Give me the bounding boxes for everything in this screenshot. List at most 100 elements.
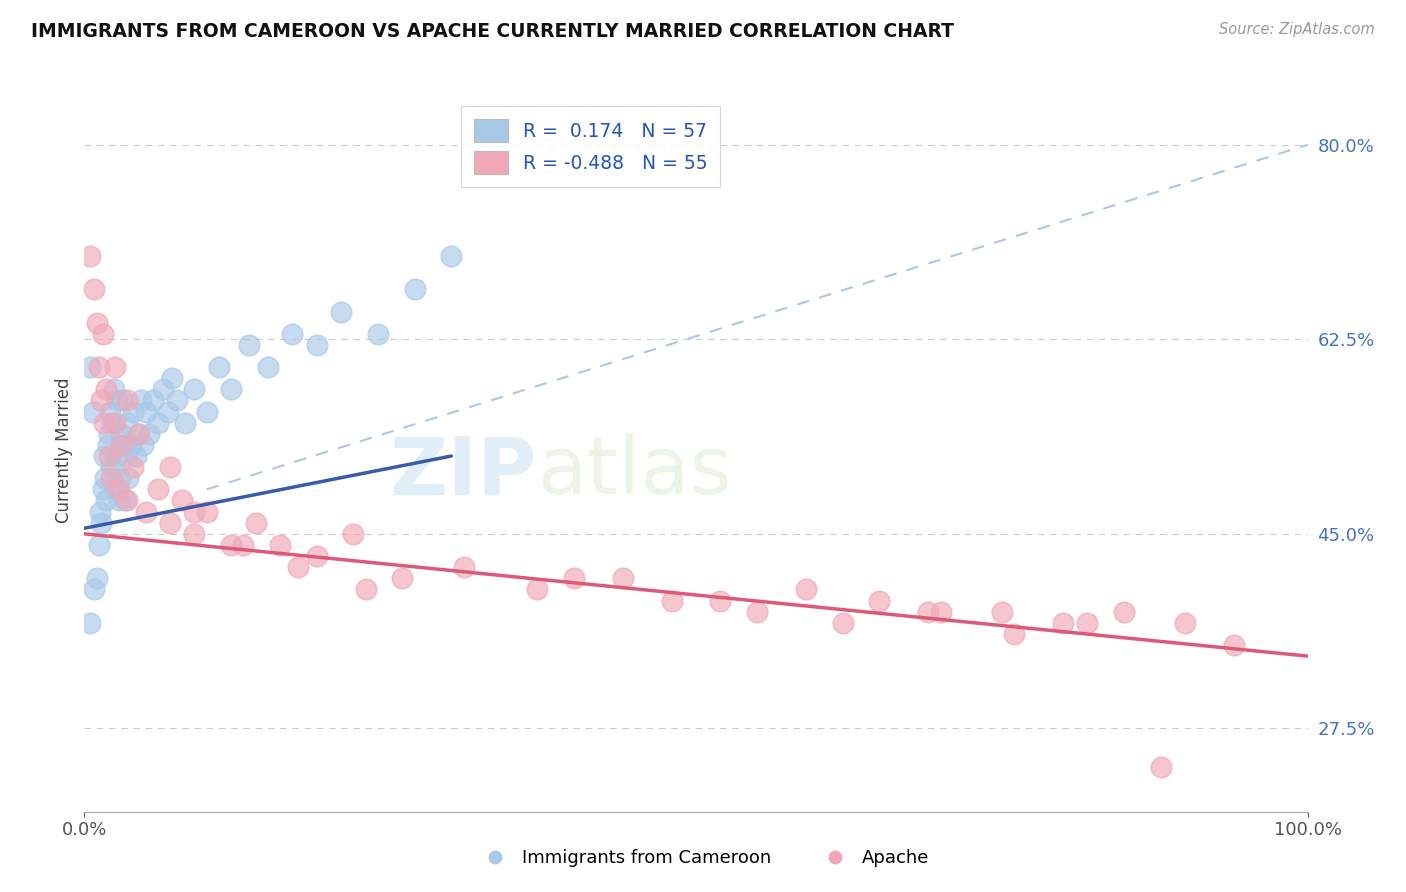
Point <box>97 438 120 452</box>
Point <box>104 483 127 497</box>
Text: atlas: atlas <box>537 434 731 511</box>
Point <box>1076 615 1098 630</box>
Point <box>991 605 1014 619</box>
Point <box>127 426 149 441</box>
Point <box>87 538 110 552</box>
Point <box>1174 615 1197 630</box>
Point <box>330 304 353 318</box>
Point <box>526 582 548 597</box>
Point <box>183 526 205 541</box>
Point <box>83 282 105 296</box>
Point <box>110 438 132 452</box>
Point <box>794 582 817 597</box>
Point <box>156 404 179 418</box>
Point <box>100 460 122 475</box>
Point <box>91 483 114 497</box>
Point <box>138 426 160 441</box>
Text: IMMIGRANTS FROM CAMEROON VS APACHE CURRENTLY MARRIED CORRELATION CHART: IMMIGRANTS FROM CAMEROON VS APACHE CURRE… <box>31 22 953 41</box>
Point <box>90 393 112 408</box>
Point <box>79 249 101 263</box>
Point <box>1114 605 1136 619</box>
Point <box>107 483 129 497</box>
Point <box>100 471 122 485</box>
Point <box>86 571 108 585</box>
Point <box>135 505 157 519</box>
Point <box>269 538 291 552</box>
Point <box>917 605 939 619</box>
Point <box>96 493 118 508</box>
Point <box>87 360 110 375</box>
Point <box>747 605 769 619</box>
Point <box>354 582 377 597</box>
Y-axis label: Currently Married: Currently Married <box>55 377 73 524</box>
Point <box>162 371 184 385</box>
Point <box>152 382 174 396</box>
Point <box>91 326 114 341</box>
Point <box>135 404 157 418</box>
Point <box>112 438 135 452</box>
Point <box>104 416 127 430</box>
Point <box>208 360 231 375</box>
Point <box>183 505 205 519</box>
Point <box>79 615 101 630</box>
Point <box>453 560 475 574</box>
Point <box>103 382 125 396</box>
Point <box>90 516 112 530</box>
Point <box>1052 615 1074 630</box>
Point <box>219 382 242 396</box>
Point <box>97 449 120 463</box>
Point <box>142 393 165 408</box>
Point <box>146 416 169 430</box>
Point <box>342 526 364 541</box>
Point <box>159 516 181 530</box>
Point <box>1002 627 1025 641</box>
Point <box>238 338 260 352</box>
Point <box>869 593 891 607</box>
Point <box>1150 760 1173 774</box>
Text: Source: ZipAtlas.com: Source: ZipAtlas.com <box>1219 22 1375 37</box>
Legend: Immigrants from Cameroon, Apache: Immigrants from Cameroon, Apache <box>470 842 936 874</box>
Point <box>305 338 328 352</box>
Point <box>79 360 101 375</box>
Point <box>404 282 426 296</box>
Point <box>104 360 127 375</box>
Point <box>159 460 181 475</box>
Point <box>929 605 952 619</box>
Point <box>86 316 108 330</box>
Point <box>93 449 115 463</box>
Point <box>89 505 111 519</box>
Point <box>287 560 309 574</box>
Point <box>111 393 134 408</box>
Point <box>93 416 115 430</box>
Point <box>117 471 139 485</box>
Point <box>83 582 105 597</box>
Point <box>114 493 136 508</box>
Point <box>115 449 138 463</box>
Point <box>831 615 853 630</box>
Point <box>367 326 389 341</box>
Point <box>172 493 194 508</box>
Point <box>1223 638 1246 652</box>
Point <box>107 493 129 508</box>
Legend: R =  0.174   N = 57, R = -0.488   N = 55: R = 0.174 N = 57, R = -0.488 N = 55 <box>461 106 720 187</box>
Point <box>709 593 731 607</box>
Point <box>257 360 280 375</box>
Point <box>173 416 195 430</box>
Text: ZIP: ZIP <box>389 434 537 511</box>
Point <box>97 426 120 441</box>
Point <box>110 426 132 441</box>
Point <box>612 571 634 585</box>
Point <box>128 426 150 441</box>
Point <box>219 538 242 552</box>
Point <box>440 249 463 263</box>
Point <box>195 404 218 418</box>
Point <box>82 404 104 418</box>
Point <box>195 505 218 519</box>
Point <box>305 549 328 563</box>
Point <box>108 471 131 485</box>
Point <box>101 416 124 430</box>
Point <box>232 538 254 552</box>
Point <box>166 393 188 408</box>
Point <box>146 483 169 497</box>
Point <box>661 593 683 607</box>
